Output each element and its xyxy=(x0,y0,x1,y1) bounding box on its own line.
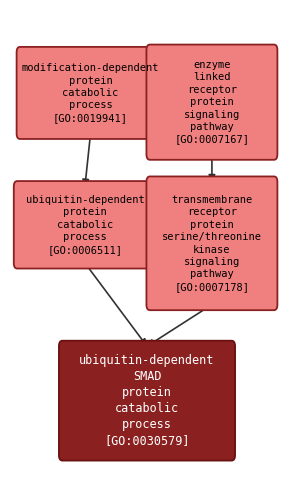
FancyBboxPatch shape xyxy=(146,176,278,310)
Text: ubiquitin-dependent
SMAD
protein
catabolic
process
[GO:0030579]: ubiquitin-dependent SMAD protein catabol… xyxy=(79,354,215,447)
Text: enzyme
linked
receptor
protein
signaling
pathway
[GO:0007167]: enzyme linked receptor protein signaling… xyxy=(174,60,249,145)
Text: modification-dependent
protein
catabolic
process
[GO:0019941]: modification-dependent protein catabolic… xyxy=(22,63,159,123)
FancyBboxPatch shape xyxy=(16,47,165,139)
FancyBboxPatch shape xyxy=(59,341,235,461)
Text: transmembrane
receptor
protein
serine/threonine
kinase
signaling
pathway
[GO:000: transmembrane receptor protein serine/th… xyxy=(162,195,262,292)
Text: ubiquitin-dependent
protein
catabolic
process
[GO:0006511]: ubiquitin-dependent protein catabolic pr… xyxy=(26,195,144,254)
FancyBboxPatch shape xyxy=(14,181,156,268)
FancyBboxPatch shape xyxy=(146,44,278,160)
